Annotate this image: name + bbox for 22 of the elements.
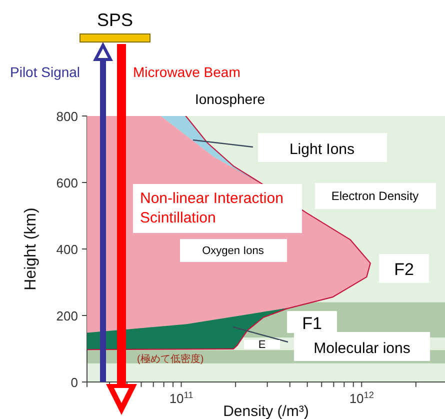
annotation: Light Ions xyxy=(289,141,355,158)
x-tick-label: 10$^{12}$ xyxy=(349,390,374,406)
annotation: F1 xyxy=(302,314,322,333)
text: SPS xyxy=(96,10,134,30)
y-tick-label: 0 xyxy=(70,375,78,390)
x-axis-title: Density (/m³) xyxy=(223,403,309,419)
y-tick-label: 200 xyxy=(56,308,78,324)
y-tick-label: 600 xyxy=(56,176,78,190)
y-axis-title: Height (km) xyxy=(22,208,40,290)
x-tick-label: 10$^{11}$ xyxy=(169,390,194,406)
annotation: Molecular ions xyxy=(314,340,410,357)
text: Pilot Signal xyxy=(10,64,80,80)
text: Ionosphere xyxy=(194,91,266,107)
y-tick-label: 400 xyxy=(56,242,78,257)
annotation: Oxygen Ions xyxy=(202,245,264,257)
annotation: F2 xyxy=(394,260,414,279)
annotation: Non-linear Interaction Scintillation xyxy=(140,190,284,226)
annotation: E xyxy=(258,339,266,351)
annotation: (極めて低密度) xyxy=(137,353,204,365)
y-tick-label: 800 xyxy=(56,109,78,124)
text: Microwave Beam xyxy=(133,64,240,80)
annotation: Electron Density xyxy=(331,189,419,203)
